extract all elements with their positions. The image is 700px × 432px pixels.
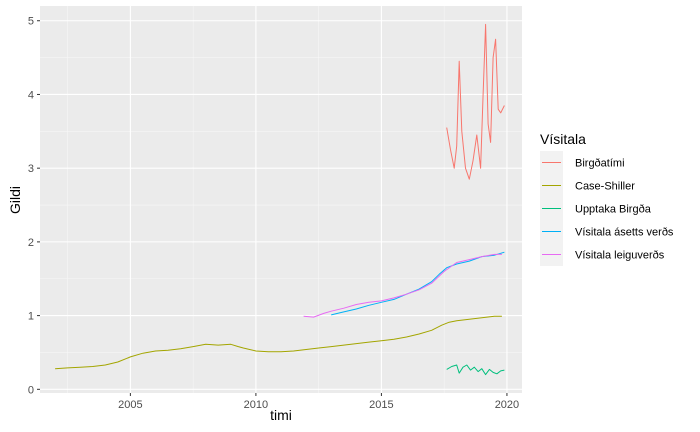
series-layer — [55, 23, 505, 376]
legend-items: Birgðatími Case-Shiller Upptaka Birgða Vísi… — [540, 151, 674, 266]
y-axis-title: Gildi — [7, 186, 23, 214]
legend-label-5: Vísitala leiguverðs — [575, 250, 665, 262]
series-line-3 — [446, 364, 505, 376]
y-tick-label: 2 — [28, 237, 34, 249]
grid-major — [40, 6, 522, 393]
series-line-5 — [303, 253, 502, 318]
y-tick-label: 1 — [28, 311, 34, 323]
legend: Vísitala Birgðatími Case-Shiller Upptaka B… — [540, 131, 674, 266]
y-axis: 0 1 2 3 4 5 — [28, 16, 40, 396]
x-tick-label: 2020 — [495, 399, 519, 411]
y-tick-label: 4 — [28, 89, 34, 101]
x-tick-label: 2015 — [369, 399, 393, 411]
series-line-2 — [55, 315, 502, 370]
plot-background — [40, 6, 522, 393]
legend-label-2: Case-Shiller — [575, 181, 635, 193]
x-axis: 2005 2010 2015 2020 — [118, 393, 519, 411]
legend-title: Vísitala — [540, 131, 586, 147]
grid-minor — [40, 6, 522, 393]
legend-label-4: Vísitala ásetts verðs — [575, 227, 674, 239]
y-tick-label: 3 — [28, 163, 34, 175]
series-line-1 — [446, 23, 505, 180]
y-tick-label: 0 — [28, 384, 34, 396]
legend-label-1: Birgðatími — [575, 158, 625, 170]
legend-label-3: Upptaka Birgða — [575, 204, 652, 216]
x-axis-title: timi — [270, 407, 292, 423]
series-line-4 — [331, 251, 505, 316]
x-tick-label: 2005 — [118, 399, 142, 411]
y-tick-label: 5 — [28, 16, 34, 28]
x-tick-label: 2010 — [244, 399, 268, 411]
